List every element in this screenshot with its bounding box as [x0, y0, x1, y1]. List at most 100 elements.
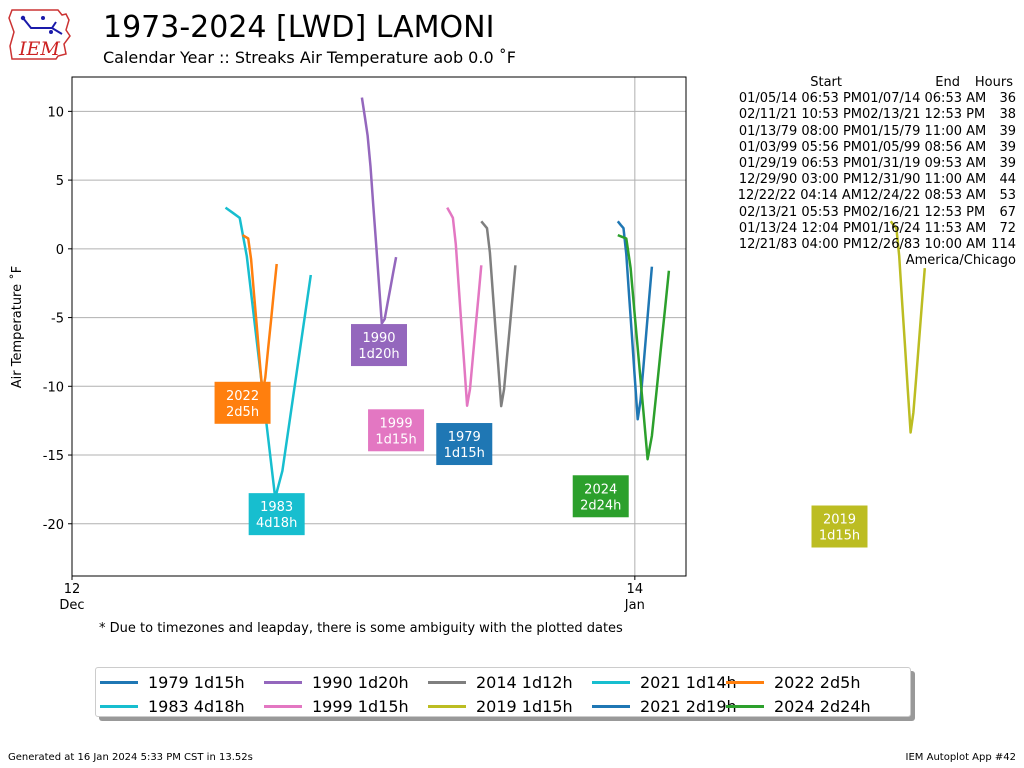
y-tick-label: -15	[43, 449, 64, 464]
row-start: 01/05/14 06:53 PM	[738, 91, 862, 107]
y-tick-label: 5	[56, 174, 64, 189]
legend-label: 2019 1d15h	[476, 696, 573, 716]
legend-label: 2021 2d19h	[640, 696, 737, 716]
series-label-line: 4d18h	[256, 516, 297, 531]
series-label-box	[248, 493, 305, 536]
legend-item: 2019 1d15h	[428, 694, 573, 718]
legend-swatch	[264, 680, 302, 684]
chart-subtitle: Calendar Year :: Streaks Air Temperature…	[103, 48, 516, 67]
series-label-box	[214, 381, 271, 424]
legend-item: 2014 1d12h	[428, 670, 573, 694]
row-hours: 39	[999, 139, 1016, 155]
row-hours: 67	[999, 204, 1016, 220]
y-tick-label: -20	[43, 518, 64, 533]
table-row: 12/29/90 03:00 PM 12/31/90 11:00 AM 44	[700, 172, 1016, 188]
plot-frame	[71, 76, 687, 577]
series-label-line: 2024	[584, 482, 617, 497]
series-label-line: 1983	[260, 500, 293, 515]
legend-item: 1990 1d20h	[264, 670, 409, 694]
x-tick-label-line: 12	[64, 582, 81, 597]
series-label-text: 1999 1d15h	[375, 416, 416, 447]
x-tick-label-line: Jan	[624, 598, 645, 613]
row-start: 12/21/83 04:00 PM	[738, 237, 862, 253]
table-row: 02/11/21 10:53 PM 02/13/21 12:53 PM 38	[700, 107, 1016, 123]
series-label-line: 2d24h	[580, 498, 621, 513]
header-start: Start	[810, 75, 842, 90]
series-label-line: 1999	[380, 416, 413, 431]
series-label-line: 2019	[823, 513, 856, 528]
row-start: 02/11/21 10:53 PM	[738, 107, 862, 123]
row-hours: 114	[991, 237, 1016, 253]
legend-label: 2024 2d24h	[774, 696, 871, 716]
series-line	[616, 220, 654, 421]
series-line	[446, 206, 483, 407]
row-end: 12/24/22 08:53 AM	[862, 188, 987, 204]
x-tick-label: 12 Dec	[59, 582, 84, 613]
row-hours: 38	[999, 107, 1016, 123]
series-line	[889, 220, 927, 434]
series-label-line: 1d15h	[375, 432, 416, 447]
row-hours: 53	[999, 188, 1016, 204]
legend-swatch	[726, 680, 764, 684]
table-timezone: America/Chicago	[700, 253, 1016, 269]
series-line	[241, 234, 278, 395]
row-start: 01/29/19 06:53 PM	[738, 156, 862, 172]
legend-item: 2022 2d5h	[726, 670, 871, 694]
row-hours: 39	[999, 156, 1016, 172]
series-lines	[224, 97, 927, 500]
series-label-text: 2022 2d5h	[226, 389, 259, 420]
series-label-box	[811, 505, 868, 548]
legend-label: 1990 1d20h	[312, 672, 409, 692]
x-tick-label: 14 Jan	[624, 582, 645, 613]
row-end: 02/16/21 12:53 PM	[862, 204, 986, 220]
row-start: 02/13/21 05:53 PM	[738, 204, 862, 220]
series-label-box	[572, 475, 629, 518]
series-label-box	[351, 324, 407, 367]
legend-swatch	[100, 680, 138, 684]
row-start: 12/29/90 03:00 PM	[738, 172, 862, 188]
row-start: 01/13/79 08:00 PM	[738, 123, 862, 139]
series-label-line: 1d20h	[358, 347, 399, 362]
legend-swatch	[726, 704, 764, 708]
table-row: 12/22/22 04:14 AM 12/24/22 08:53 AM 53	[700, 188, 1016, 204]
series-label-text: 1983 4d18h	[256, 500, 297, 531]
row-start: 01/13/24 12:04 PM	[738, 220, 862, 236]
series-label-line: 1d15h	[444, 446, 485, 461]
row-start: 01/03/99 05:56 PM	[738, 139, 862, 155]
header-hours: Hours	[974, 75, 1013, 90]
table-row: 02/13/21 05:53 PM 02/16/21 12:53 PM 67	[700, 205, 1016, 221]
series-label-line: 1979	[448, 430, 481, 445]
y-tick-label: -10	[43, 380, 64, 395]
footnote: * Due to timezones and leapday, there is…	[99, 621, 623, 636]
row-end: 01/07/14 06:53 AM	[862, 91, 987, 107]
legend-item: 1999 1d15h	[264, 694, 409, 718]
row-end: 12/31/90 11:00 AM	[862, 172, 987, 188]
legend-label: 2021 1d14h	[640, 672, 737, 692]
app-id: IEM Autoplot App #42	[905, 752, 1016, 763]
legend-swatch	[264, 704, 302, 708]
y-tick-label: -5	[51, 312, 64, 327]
row-hours: 39	[999, 123, 1016, 139]
y-tick-label: 10	[47, 105, 64, 120]
x-tick-label-line: 14	[627, 582, 644, 597]
row-hours: 44	[999, 172, 1016, 188]
series-line	[480, 220, 517, 408]
table-row: 01/13/24 12:04 PM 01/16/24 11:53 AM 72	[700, 221, 1016, 237]
row-end: 12/26/83 10:00 AM	[862, 237, 987, 253]
row-end: 02/13/21 12:53 PM	[862, 107, 986, 123]
series-label-box	[436, 423, 493, 466]
row-hours: 36	[999, 91, 1016, 107]
legend-label: 2014 1d12h	[476, 672, 573, 692]
series-line	[224, 206, 313, 500]
legend-swatch	[100, 704, 138, 708]
table-header: Start End Hours	[700, 75, 1016, 91]
legend-swatch	[428, 680, 466, 684]
legend-item: 2021 1d14h	[592, 670, 737, 694]
legend-swatch	[428, 704, 466, 708]
series-line	[617, 233, 671, 461]
legend-label: 1999 1d15h	[312, 696, 409, 716]
legend-swatch	[592, 704, 630, 708]
legend-item: 1979 1d15h	[100, 670, 245, 694]
row-end: 01/31/19 09:53 AM	[862, 156, 987, 172]
